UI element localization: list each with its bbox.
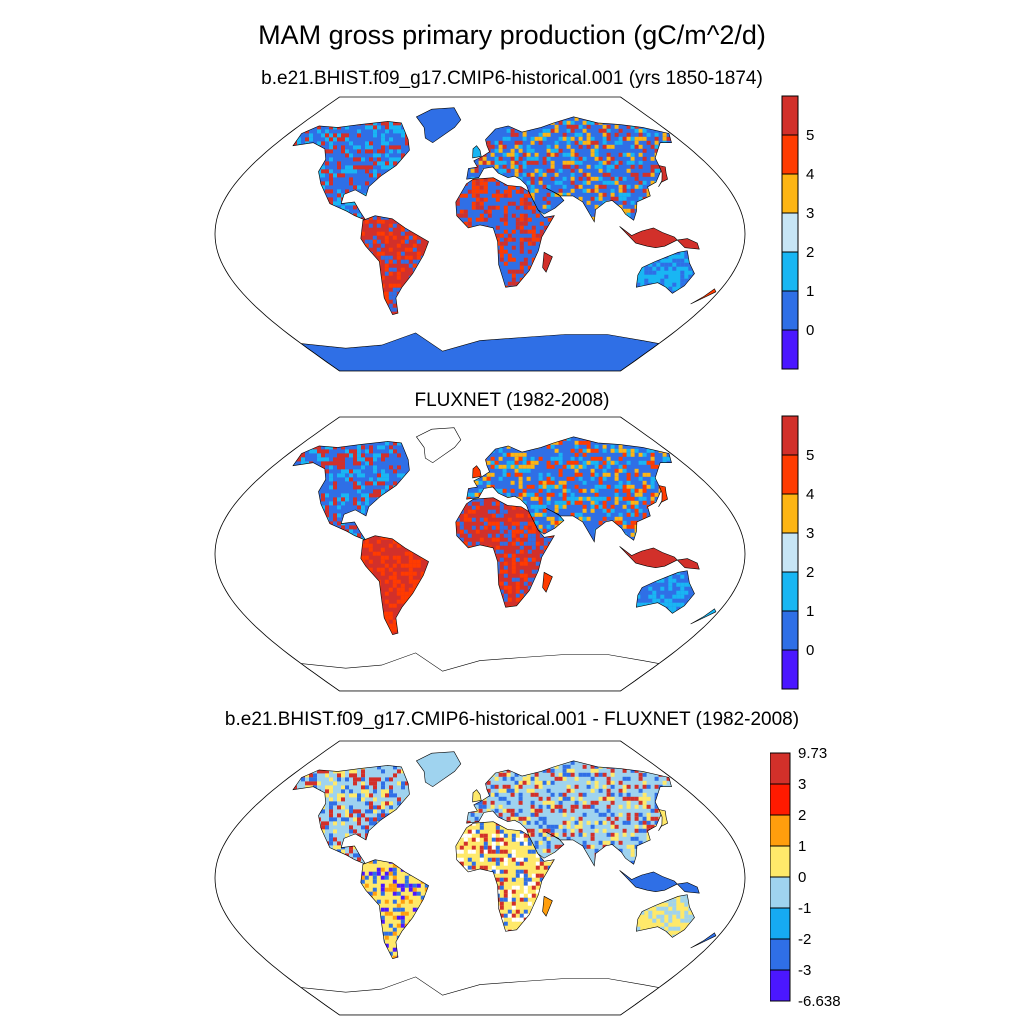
colorbar-3-label: 9.73 bbox=[798, 745, 827, 762]
colorbar-1-label: 0 bbox=[806, 322, 814, 339]
colorbar-1-bin-5 bbox=[781, 290, 799, 331]
colorbar-3-bin-2 bbox=[770, 814, 791, 847]
colorbar-3-label: 2 bbox=[798, 807, 806, 824]
colorbar-1-label: 1 bbox=[806, 283, 814, 300]
colorbar-2-label: 1 bbox=[806, 603, 814, 620]
colorbar-2-label: 0 bbox=[806, 642, 814, 659]
colorbar-3-label: -6.638 bbox=[798, 993, 841, 1010]
panel-2-title: FLUXNET (1982-2008) bbox=[414, 390, 610, 411]
map-outline bbox=[214, 416, 746, 692]
colorbar-panel-2: 5 4 3 2 1 0 bbox=[781, 415, 814, 690]
land-antarctica bbox=[301, 976, 659, 1015]
land-japan bbox=[658, 165, 668, 187]
map-panel-3 bbox=[214, 740, 746, 1016]
colorbar-2-label: 4 bbox=[806, 486, 814, 503]
colorbar-1-bin-3 bbox=[781, 212, 799, 253]
land-madagascar bbox=[542, 572, 553, 593]
colorbar-1-bin-2 bbox=[781, 173, 799, 214]
colorbar-1-label: 5 bbox=[806, 127, 814, 144]
land-japan bbox=[658, 809, 668, 831]
figure-title: MAM gross primary production (gC/m^2/d) bbox=[258, 20, 766, 50]
colorbar-3-label: -2 bbox=[798, 931, 811, 948]
colorbar-3-label: -1 bbox=[798, 900, 811, 917]
colorbar-3-bin-4 bbox=[770, 876, 791, 909]
land-madagascar bbox=[542, 252, 553, 273]
land-greenland bbox=[416, 107, 461, 143]
land-uk bbox=[472, 465, 482, 478]
colorbar-1-label: 4 bbox=[806, 166, 814, 183]
panel-3-title: b.e21.BHIST.f09_g17.CMIP6-historical.001… bbox=[224, 709, 800, 730]
map-outline bbox=[214, 740, 746, 1016]
land-madagascar bbox=[542, 896, 553, 917]
land-greenland bbox=[416, 427, 461, 463]
land-uk bbox=[472, 145, 482, 158]
land-antarctica bbox=[301, 652, 659, 691]
colorbar-3-bin-5 bbox=[770, 907, 791, 940]
land-antarctica bbox=[301, 332, 659, 371]
colorbar-2-bin-4 bbox=[781, 571, 799, 612]
map-panel-2 bbox=[214, 416, 746, 692]
colorbar-3-bin-0 bbox=[770, 752, 791, 785]
map-outline bbox=[214, 96, 746, 372]
colorbar-2-bin-2 bbox=[781, 493, 799, 534]
land-japan bbox=[658, 485, 668, 507]
colorbar-1-bin-4 bbox=[781, 251, 799, 292]
colorbar-3-bin-6 bbox=[770, 938, 791, 971]
colorbar-2-label: 5 bbox=[806, 447, 814, 464]
land-greenland bbox=[416, 751, 461, 787]
colorbar-2-bin-1 bbox=[781, 454, 799, 495]
colorbar-3-bin-3 bbox=[770, 845, 791, 878]
colorbar-2-bin-0 bbox=[781, 415, 799, 456]
colorbar-panel-1: 5 4 3 2 1 0 bbox=[781, 95, 814, 370]
colorbar-2-bin-6 bbox=[781, 649, 799, 690]
colorbar-2-bin-5 bbox=[781, 610, 799, 651]
colorbar-3-bin-7 bbox=[770, 969, 791, 1002]
colorbar-2-label: 2 bbox=[806, 564, 814, 581]
colorbar-1-bin-1 bbox=[781, 134, 799, 175]
colorbar-3-label: -3 bbox=[798, 962, 811, 979]
colorbar-panel-3: 9.73 3 2 1 0 -1 -2 -3 -6.638 bbox=[770, 745, 841, 1010]
panel-1-title: b.e21.BHIST.f09_g17.CMIP6-historical.001… bbox=[261, 68, 763, 89]
colorbar-1-bin-0 bbox=[781, 95, 799, 136]
colorbar-1-bin-6 bbox=[781, 329, 799, 370]
colorbar-3-label: 3 bbox=[798, 776, 806, 793]
colorbar-3-bin-1 bbox=[770, 783, 791, 816]
colorbar-2-label: 3 bbox=[806, 525, 814, 542]
map-panel-1 bbox=[214, 96, 746, 372]
land-uk bbox=[472, 789, 482, 802]
colorbar-1-label: 3 bbox=[806, 205, 814, 222]
colorbar-3-label: 1 bbox=[798, 838, 806, 855]
colorbar-1-label: 2 bbox=[806, 244, 814, 261]
colorbar-3-label: 0 bbox=[798, 869, 806, 886]
colorbar-2-bin-3 bbox=[781, 532, 799, 573]
